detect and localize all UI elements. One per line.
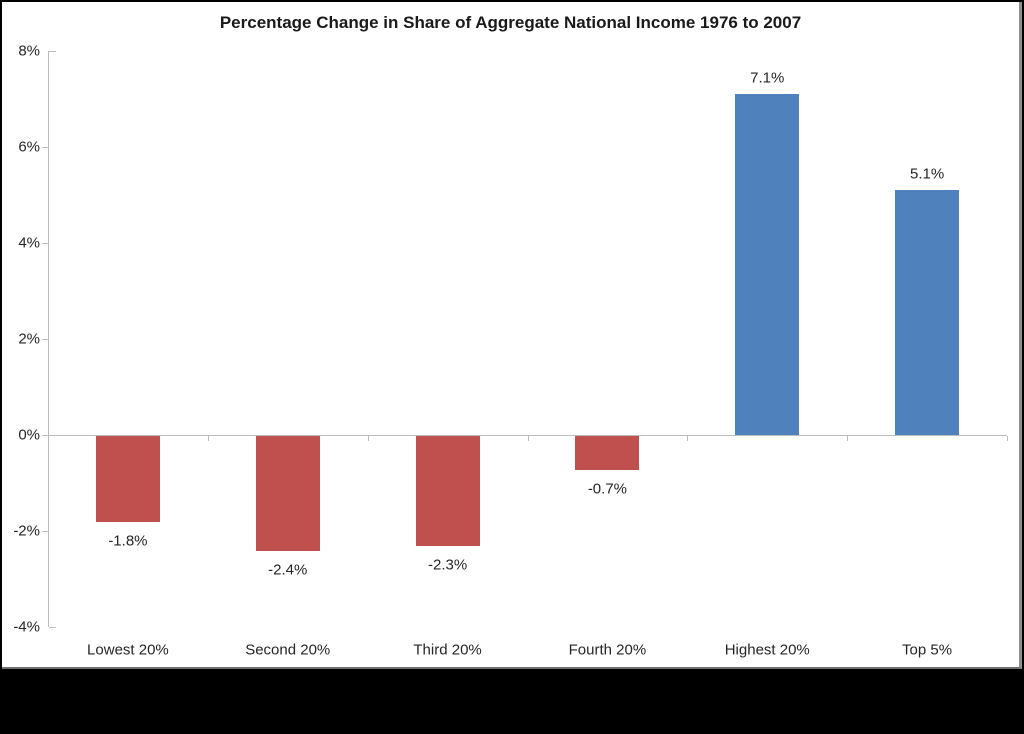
category-axis-label: Highest 20% <box>724 641 810 659</box>
y-axis-tick-label: 2% <box>18 330 40 348</box>
y-axis-end-tick <box>49 51 56 52</box>
bar-value-label: -0.7% <box>587 480 627 498</box>
y-axis-tick <box>42 339 48 340</box>
bar-value-label: 5.1% <box>909 165 945 183</box>
category-axis-label: Second 20% <box>245 641 331 659</box>
x-axis-tick <box>207 436 209 441</box>
x-axis-tick <box>687 436 689 441</box>
chart-title: Percentage Change in Share of Aggregate … <box>219 13 802 32</box>
x-axis-baseline <box>48 435 1007 436</box>
bar-negative <box>95 436 160 523</box>
y-axis-tick <box>42 531 48 532</box>
bar-positive <box>735 94 800 435</box>
y-axis-tick-label: -2% <box>13 522 40 540</box>
bar-negative <box>575 436 640 470</box>
x-axis-end-tick <box>1007 436 1008 441</box>
x-axis-tick <box>847 436 849 441</box>
category-axis-label: Third 20% <box>413 641 482 659</box>
y-axis-tick-label: 8% <box>18 42 40 60</box>
category-axis-label: Lowest 20% <box>87 641 169 659</box>
y-axis-tick <box>42 147 48 148</box>
y-axis-tick-label: 0% <box>18 426 40 444</box>
category-axis-label: Fourth 20% <box>568 641 647 659</box>
y-axis-tick-label: 6% <box>18 138 40 156</box>
plot-area: 8% 6% 4% 2% 0% -2% -4% -1.8% Lowest 20% -2.4% Seco… <box>2 2 1019 667</box>
y-axis-tick <box>42 243 48 244</box>
chart-area: Percentage Change in Share of Aggregate … <box>2 2 1022 669</box>
bar-value-label: 7.1% <box>750 69 785 87</box>
y-axis-tick <box>42 435 48 436</box>
bar-value-label: -2.3% <box>427 556 468 574</box>
y-axis-line <box>48 51 49 627</box>
y-axis-tick-label: 4% <box>18 234 40 252</box>
bar-value-label: -1.8% <box>108 532 148 550</box>
bar-positive <box>895 190 960 435</box>
bar-negative <box>415 436 480 547</box>
y-axis-end-tick <box>49 627 56 628</box>
category-axis-label: Top 5% <box>902 641 953 659</box>
bar-value-label: -2.4% <box>268 561 308 579</box>
bar-negative <box>255 436 320 552</box>
x-axis-tick <box>527 436 529 441</box>
y-axis-tick-label: -4% <box>13 618 40 636</box>
x-axis-tick <box>367 436 369 441</box>
